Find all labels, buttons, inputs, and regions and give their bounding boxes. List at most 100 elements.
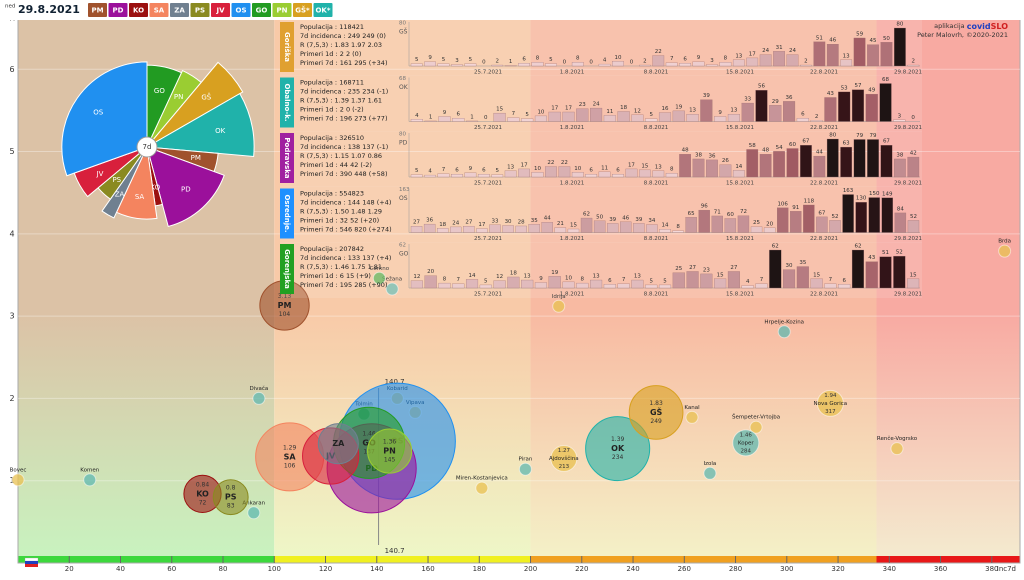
panel-bar-label: 52 (896, 250, 903, 256)
panel-bar (893, 256, 905, 288)
region-button-label[interactable]: PD (113, 7, 124, 15)
panel-bar (827, 44, 838, 66)
panel-bar (866, 262, 878, 288)
panel-bar-label: 0 (482, 60, 486, 66)
panel-bar (450, 227, 461, 233)
panel-bar (827, 139, 838, 177)
bubble-inc: 249 (650, 418, 662, 425)
bubble-inc: 104 (279, 311, 291, 318)
x-tick-label: 80 (219, 565, 228, 573)
panel-bar-label: 51 (816, 35, 823, 41)
panel-bar-label: 7 (622, 277, 626, 283)
municipality-bubble (253, 392, 265, 404)
panel-bar (532, 172, 543, 177)
panel-bar (854, 139, 865, 177)
panel-bar (882, 198, 893, 233)
panel-bar-label: 79 (856, 133, 863, 139)
panel-bar-label: 36 (708, 153, 715, 159)
panel-bar-label: 24 (762, 48, 769, 54)
panel-bar-label: 24 (452, 220, 459, 226)
region-button-label[interactable]: KO (133, 7, 144, 15)
app-name-b: SLO (991, 22, 1009, 31)
panel-bar-label: 6 (455, 168, 459, 174)
panel-bar (599, 172, 610, 177)
region-button-label[interactable]: SA (154, 7, 165, 15)
region-button-label[interactable]: ZA (174, 7, 185, 15)
municipality-name: Bovec (10, 467, 27, 473)
x-tick-label: 40 (116, 565, 125, 573)
panel-bar (742, 103, 754, 121)
panel-bar-label: 9 (428, 55, 432, 61)
zone-strip (18, 556, 274, 563)
panel-bar-label: 51 (882, 250, 889, 256)
panel-bar (760, 55, 771, 66)
panel-bar-label: 8 (443, 277, 447, 283)
panel-date: 15.8.2021 (726, 70, 754, 76)
panel-bar-label: 45 (870, 38, 877, 44)
panel-bar (866, 94, 878, 121)
panel-bar (439, 116, 451, 121)
panel-bar (907, 279, 919, 288)
region-button-label[interactable]: PS (195, 7, 205, 15)
panel-bar-label: 22 (561, 160, 568, 166)
panel-bar (604, 115, 616, 121)
panel-bar-label: 43 (868, 255, 875, 261)
panel-bar-label: 13 (655, 164, 662, 170)
bubble-inc: 284 (741, 448, 752, 454)
municipality-bubble (686, 411, 698, 423)
panel-stat: 7d incidenca : 249 249 (0) (300, 32, 386, 40)
panel-bar-label: 15 (717, 272, 724, 278)
panel-bar-label: 62 (583, 212, 590, 218)
region-button-label[interactable]: OS (236, 7, 247, 15)
panel-bar (733, 60, 744, 66)
municipality-bubble (704, 467, 716, 479)
panel-bar-label: 4 (746, 279, 750, 285)
panel-bar-label: 18 (620, 105, 627, 111)
panel-bar (451, 174, 462, 177)
panel-bar-label: 50 (596, 214, 603, 220)
x-tick-label: 140 (370, 565, 383, 573)
panel-date: 22.8.2021 (810, 236, 838, 242)
panel-bar-label: 13 (735, 53, 742, 59)
region-button-label[interactable]: OK* (315, 7, 330, 15)
panel-bar (800, 65, 811, 66)
panel-bar (555, 228, 566, 233)
panel-bar (895, 213, 906, 233)
pie-label: SA (135, 193, 145, 201)
panel-bar (437, 228, 448, 232)
municipality-name: Komen (80, 467, 99, 473)
region-code: ZA (332, 439, 345, 448)
panel-bar (563, 282, 575, 288)
panel-bar-label: 25 (753, 220, 760, 226)
panel-bar (645, 285, 657, 288)
panel-bar (542, 222, 553, 232)
municipality-bubble (519, 463, 531, 475)
region-button-label[interactable]: GŠ* (295, 6, 310, 15)
panel-bar-label: 17 (478, 222, 485, 228)
panel-bar (480, 285, 492, 288)
panel-bar-label: 23 (579, 102, 586, 108)
panel-bar-label: 27 (465, 220, 472, 226)
region-button-label[interactable]: JV (215, 7, 225, 15)
panel-bar (545, 64, 556, 66)
panel-bar-label: 79 (870, 133, 877, 139)
region-button-label[interactable]: PM (91, 7, 103, 15)
panel-bar (756, 284, 768, 288)
panel-bar-label: 10 (537, 109, 544, 115)
panel-bar-label: 44 (544, 216, 551, 222)
panel-stat: Populacija : 118421 (300, 23, 364, 31)
region-button-label[interactable]: GO (256, 7, 268, 15)
panel-stat: 7d incidenca : 235 234 (-1) (300, 88, 388, 96)
panel-bar-label: 1 (429, 114, 433, 120)
panel-bar (747, 58, 758, 66)
region-button-label[interactable]: PN (277, 7, 288, 15)
panel-bar-label: 16 (662, 106, 669, 112)
panel-bar (880, 84, 892, 122)
panel-date: 15.8.2021 (726, 125, 754, 131)
municipality-bubble (12, 474, 24, 486)
panel-bar-label: 13 (634, 274, 641, 280)
municipality-bubble (999, 245, 1011, 257)
panel-bar (620, 222, 631, 233)
panel-bar-label: 8 (536, 56, 540, 62)
